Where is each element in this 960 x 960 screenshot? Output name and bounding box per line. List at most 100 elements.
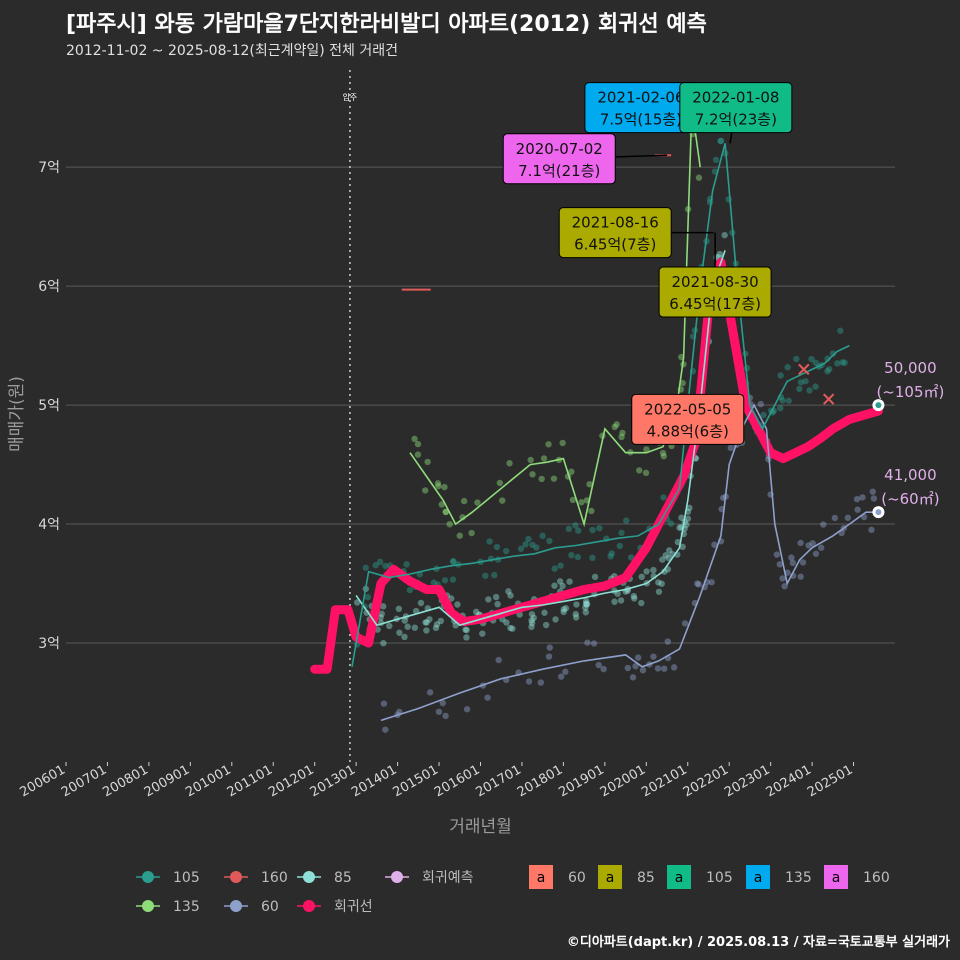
x-tick-label: 201901 <box>556 762 606 800</box>
scatter-point-60 <box>694 580 701 587</box>
scatter-point-105 <box>812 383 819 390</box>
scatter-point-85 <box>658 580 665 587</box>
scatter-point-60 <box>812 550 820 557</box>
scatter-point-135 <box>568 468 575 475</box>
legend-fill-160 <box>824 865 848 889</box>
legend-key-회귀선 <box>303 900 315 912</box>
scatter-point-105 <box>796 385 803 393</box>
scatter-point-105 <box>372 562 379 569</box>
scatter-point-105 <box>717 137 725 145</box>
scatter-point-60 <box>484 694 491 701</box>
scatter-point-85 <box>643 568 650 575</box>
legend-label: 85 <box>637 870 655 886</box>
scatter-point-105 <box>449 576 457 583</box>
legend-key-160 <box>230 871 242 883</box>
scatter-point-60 <box>639 666 647 674</box>
scatter-point-85 <box>485 596 492 603</box>
scatter-point-60 <box>781 583 788 590</box>
prediction-point-core <box>875 402 882 409</box>
scatter-point-60 <box>435 708 443 715</box>
x-tick-label: 200901 <box>142 762 192 800</box>
prediction-area: (~105㎡) <box>876 383 944 401</box>
scatter-point-85 <box>583 601 591 608</box>
legend-key-105 <box>142 871 154 883</box>
scatter-point-60 <box>562 668 569 675</box>
x-tick-label: 201201 <box>266 762 316 800</box>
scatter-point-85 <box>411 624 419 631</box>
scatter-point-135 <box>540 455 548 462</box>
scatter-point-85 <box>494 600 501 608</box>
scatter-point-85 <box>401 617 408 624</box>
scatter-point-85 <box>528 619 536 627</box>
scatter-point-85 <box>463 626 470 634</box>
scatter-point-105 <box>449 558 457 565</box>
scatter-point-85 <box>630 592 638 600</box>
scatter-point-85 <box>395 605 403 613</box>
scatter-point-105 <box>546 537 553 545</box>
scatter-point-135 <box>679 379 686 387</box>
scatter-point-105 <box>525 535 532 543</box>
scatter-point-105 <box>808 355 815 363</box>
scatter-point-135 <box>559 439 566 447</box>
scatter-point-85 <box>528 610 536 618</box>
scatter-point-85 <box>463 634 470 641</box>
scatter-point-85 <box>583 597 590 605</box>
scatter-point-105 <box>441 577 449 584</box>
scatter-point-85 <box>404 623 411 630</box>
scatter-point-135 <box>643 446 650 453</box>
scatter-point-105 <box>491 571 498 579</box>
scatter-point-135 <box>636 467 643 474</box>
y-tick-label: 3억 <box>38 636 60 652</box>
series-line-60 <box>380 403 879 722</box>
scatter-point-85 <box>551 582 558 589</box>
scatter-point-85 <box>655 588 663 595</box>
annotation-price: 7.2억(23층) <box>695 111 777 129</box>
scatter-point-60 <box>799 559 807 566</box>
scatter-point-85 <box>684 515 692 522</box>
scatter-point-60 <box>624 664 632 672</box>
scatter-point-60 <box>695 581 702 588</box>
scatter-point-105 <box>486 538 493 545</box>
scatter-point-105 <box>824 355 831 362</box>
scatter-point-85 <box>611 598 618 605</box>
scatter-point-85 <box>679 543 686 551</box>
chart-subtitle: 2012-11-02 ~ 2025-08-12(최근계약일) 전체 거래건 <box>66 43 398 59</box>
legend-key-회귀예측 <box>391 871 403 883</box>
legend-label: 135 <box>173 899 200 915</box>
scatter-point-105 <box>482 572 489 579</box>
scatter-point-135 <box>569 496 577 504</box>
annotation-date: 2021-08-30 <box>672 273 759 291</box>
annotation-date: 2022-01-08 <box>692 89 779 107</box>
scatter-point-105 <box>777 372 784 379</box>
scatter-point-105 <box>607 553 614 560</box>
scatter-point-85 <box>530 614 537 622</box>
scatter-point-85 <box>721 231 728 239</box>
scatter-point-105 <box>539 532 546 540</box>
scatter-point-135 <box>586 481 593 488</box>
scatter-point-135 <box>545 441 552 448</box>
scatter-point-105 <box>589 526 596 534</box>
scatter-point-105 <box>627 554 635 561</box>
series-point-160 <box>822 393 835 405</box>
scatter-point-60 <box>773 551 781 558</box>
footer-credit: ©디아파트(dapt.kr) / 2025.08.13 / 자료=국토교통부 실… <box>566 935 950 950</box>
scatter-point-105 <box>406 586 414 594</box>
annotation-date: 2020-07-02 <box>516 140 603 158</box>
scatter-point-85 <box>423 627 430 634</box>
scatter-point-85 <box>582 604 589 611</box>
annotation-price: 7.1억(21층) <box>518 162 600 180</box>
scatter-point-60 <box>650 653 657 660</box>
scatter-point-135 <box>538 475 545 483</box>
scatter-point-60 <box>820 521 827 528</box>
scatter-point-85 <box>507 624 514 632</box>
scatter-point-85 <box>386 622 393 630</box>
y-tick-label: 4억 <box>38 517 60 533</box>
scatter-point-105 <box>493 543 501 551</box>
scatter-point-85 <box>572 614 580 621</box>
scatter-point-60 <box>537 679 545 686</box>
scatter-point-85 <box>591 573 599 581</box>
legend-label: 160 <box>863 870 890 886</box>
scatter-point-60 <box>757 400 764 408</box>
scatter-point-85 <box>479 630 486 637</box>
scatter-point-135 <box>460 497 468 505</box>
